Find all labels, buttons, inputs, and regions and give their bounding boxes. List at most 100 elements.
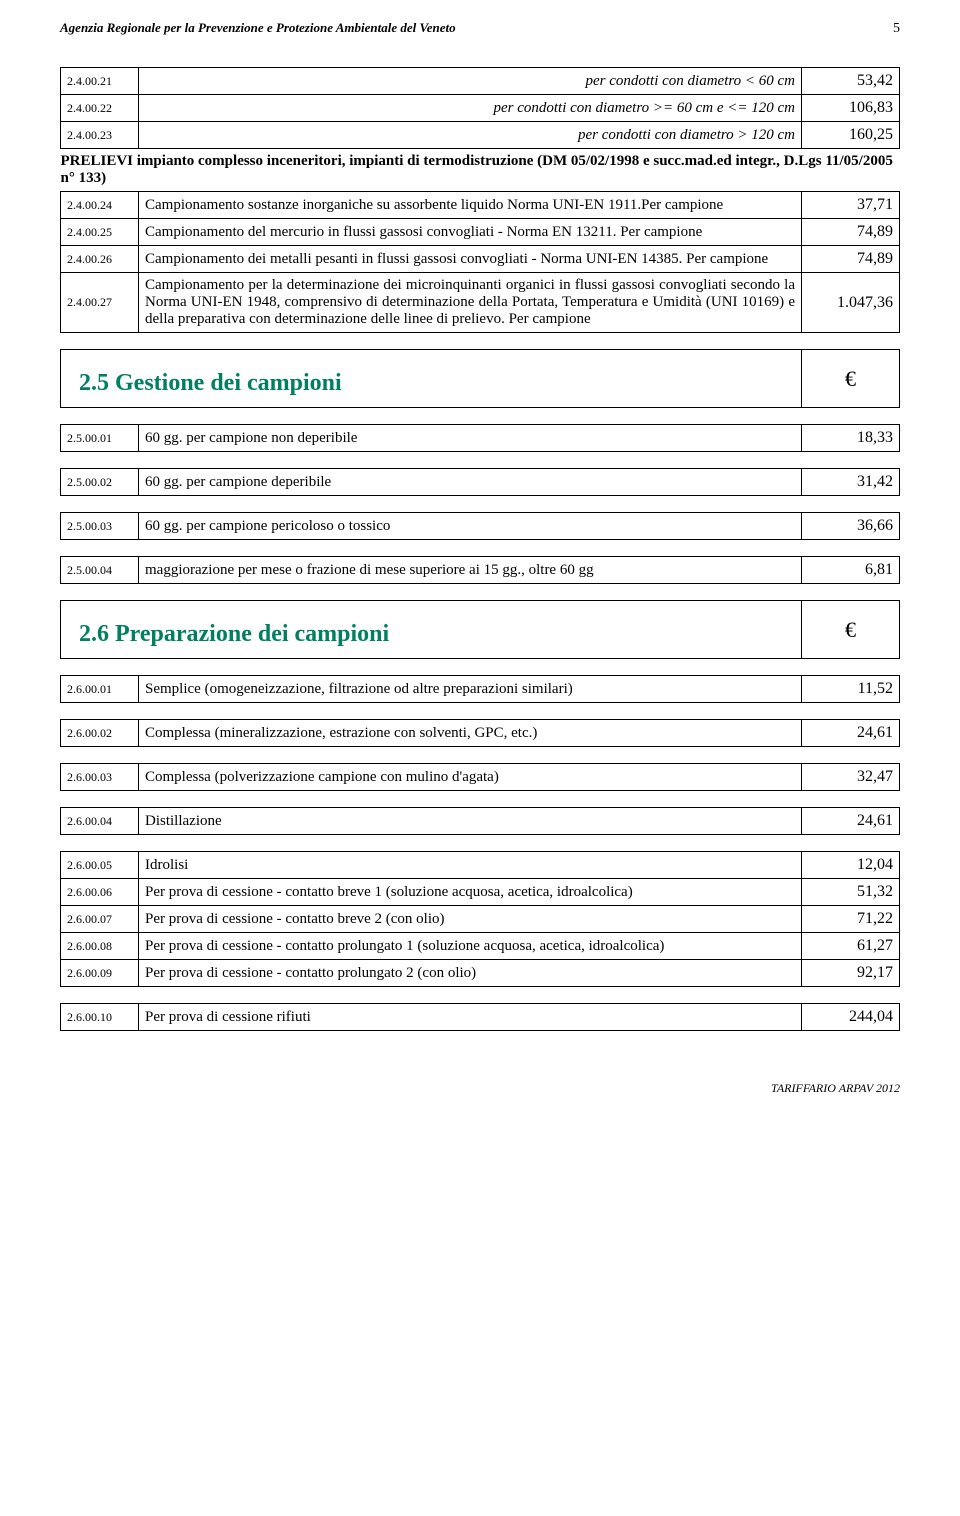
table-row: 2.6.00.02 Complessa (mineralizzazione, e… (61, 720, 900, 747)
row-code: 2.6.00.08 (61, 933, 139, 960)
page-header: Agenzia Regionale per la Prevenzione e P… (60, 20, 900, 37)
row-code: 2.5.00.04 (61, 557, 139, 584)
spacer (61, 408, 900, 425)
table-row: 2.6.00.10 Per prova di cessione rifiuti … (61, 1004, 900, 1031)
row-value: 6,81 (802, 557, 900, 584)
row-value: 160,25 (802, 122, 900, 149)
section-header-text: PRELIEVI impianto complesso inceneritori… (61, 149, 900, 192)
table-row: 2.6.00.05 Idrolisi 12,04 (61, 852, 900, 879)
row-desc: 60 gg. per campione non deperibile (139, 425, 802, 452)
row-code: 2.5.00.03 (61, 513, 139, 540)
section-num: 2.6 (79, 621, 109, 647)
row-value: 106,83 (802, 95, 900, 122)
row-desc: Campionamento sostanze inorganiche su as… (139, 192, 802, 219)
table-row: 2.6.00.01 Semplice (omogeneizzazione, fi… (61, 676, 900, 703)
table-row: 2.6.00.04 Distillazione 24,61 (61, 808, 900, 835)
row-desc: Complessa (mineralizzazione, estrazione … (139, 720, 802, 747)
section-title-row: 2.6 Preparazione dei campioni € (61, 601, 900, 659)
section-name: Gestione dei campioni (115, 370, 342, 396)
row-code: 2.6.00.09 (61, 960, 139, 987)
row-desc: Distillazione (139, 808, 802, 835)
row-desc: Campionamento del mercurio in flussi gas… (139, 219, 802, 246)
spacer (61, 987, 900, 1004)
row-code: 2.4.00.25 (61, 219, 139, 246)
table-row: 2.4.00.27 Campionamento per la determina… (61, 273, 900, 333)
row-desc: per condotti con diametro >= 60 cm e <= … (139, 95, 802, 122)
row-value: 92,17 (802, 960, 900, 987)
row-desc: per condotti con diametro > 120 cm (139, 122, 802, 149)
spacer (61, 747, 900, 764)
table-row: 2.6.00.03 Complessa (polverizzazione cam… (61, 764, 900, 791)
table-row: 2.4.00.24 Campionamento sostanze inorgan… (61, 192, 900, 219)
euro-symbol: € (802, 350, 900, 408)
row-value: 37,71 (802, 192, 900, 219)
section-title: 2.6 Preparazione dei campioni (61, 601, 802, 659)
row-code: 2.5.00.01 (61, 425, 139, 452)
row-value: 24,61 (802, 808, 900, 835)
row-desc: Per prova di cessione - contatto prolung… (139, 960, 802, 987)
table-row: 2.6.00.07 Per prova di cessione - contat… (61, 906, 900, 933)
euro-symbol: € (802, 601, 900, 659)
section-num: 2.5 (79, 370, 109, 396)
row-code: 2.6.00.05 (61, 852, 139, 879)
row-value: 11,52 (802, 676, 900, 703)
row-desc: 60 gg. per campione pericoloso o tossico (139, 513, 802, 540)
table-row: 2.4.00.21 per condotti con diametro < 60… (61, 68, 900, 95)
row-value: 32,47 (802, 764, 900, 791)
spacer (61, 835, 900, 852)
row-code: 2.4.00.27 (61, 273, 139, 333)
row-desc: Per prova di cessione - contatto breve 1… (139, 879, 802, 906)
row-desc: Semplice (omogeneizzazione, filtrazione … (139, 676, 802, 703)
row-code: 2.5.00.02 (61, 469, 139, 496)
row-desc: Idrolisi (139, 852, 802, 879)
row-code: 2.6.00.07 (61, 906, 139, 933)
row-code: 2.6.00.01 (61, 676, 139, 703)
row-code: 2.6.00.02 (61, 720, 139, 747)
table-row: 2.4.00.22 per condotti con diametro >= 6… (61, 95, 900, 122)
table-row: 2.6.00.06 Per prova di cessione - contat… (61, 879, 900, 906)
row-value: 61,27 (802, 933, 900, 960)
row-value: 51,32 (802, 879, 900, 906)
section-title-row: 2.5 Gestione dei campioni € (61, 350, 900, 408)
table-row: 2.6.00.08 Per prova di cessione - contat… (61, 933, 900, 960)
row-value: 12,04 (802, 852, 900, 879)
row-desc: Per prova di cessione rifiuti (139, 1004, 802, 1031)
row-code: 2.4.00.21 (61, 68, 139, 95)
row-desc: Campionamento dei metalli pesanti in flu… (139, 246, 802, 273)
table-row: 2.4.00.25 Campionamento del mercurio in … (61, 219, 900, 246)
spacer (61, 584, 900, 601)
org-title: Agenzia Regionale per la Prevenzione e P… (60, 20, 456, 36)
row-code: 2.4.00.24 (61, 192, 139, 219)
tariff-table: 2.4.00.21 per condotti con diametro < 60… (60, 67, 900, 1031)
row-code: 2.4.00.22 (61, 95, 139, 122)
page-number: 5 (893, 21, 900, 37)
spacer (61, 452, 900, 469)
row-code: 2.6.00.03 (61, 764, 139, 791)
spacer (61, 540, 900, 557)
row-value: 71,22 (802, 906, 900, 933)
row-value: 53,42 (802, 68, 900, 95)
table-row: 2.4.00.26 Campionamento dei metalli pesa… (61, 246, 900, 273)
spacer (61, 333, 900, 350)
row-code: 2.4.00.26 (61, 246, 139, 273)
row-desc: Per prova di cessione - contatto breve 2… (139, 906, 802, 933)
row-desc: Complessa (polverizzazione campione con … (139, 764, 802, 791)
row-code: 2.6.00.06 (61, 879, 139, 906)
section-header-row: PRELIEVI impianto complesso inceneritori… (61, 149, 900, 192)
table-row: 2.5.00.04 maggiorazione per mese o frazi… (61, 557, 900, 584)
spacer (61, 791, 900, 808)
page-footer: TARIFFARIO ARPAV 2012 (60, 1081, 900, 1096)
table-row: 2.6.00.09 Per prova di cessione - contat… (61, 960, 900, 987)
page-container: Agenzia Regionale per la Prevenzione e P… (0, 0, 960, 1116)
row-code: 2.6.00.04 (61, 808, 139, 835)
row-value: 24,61 (802, 720, 900, 747)
row-code: 2.6.00.10 (61, 1004, 139, 1031)
row-value: 18,33 (802, 425, 900, 452)
spacer (61, 496, 900, 513)
section-title: 2.5 Gestione dei campioni (61, 350, 802, 408)
row-desc: per condotti con diametro < 60 cm (139, 68, 802, 95)
spacer (61, 703, 900, 720)
row-desc: 60 gg. per campione deperibile (139, 469, 802, 496)
row-desc: Per prova di cessione - contatto prolung… (139, 933, 802, 960)
row-value: 244,04 (802, 1004, 900, 1031)
